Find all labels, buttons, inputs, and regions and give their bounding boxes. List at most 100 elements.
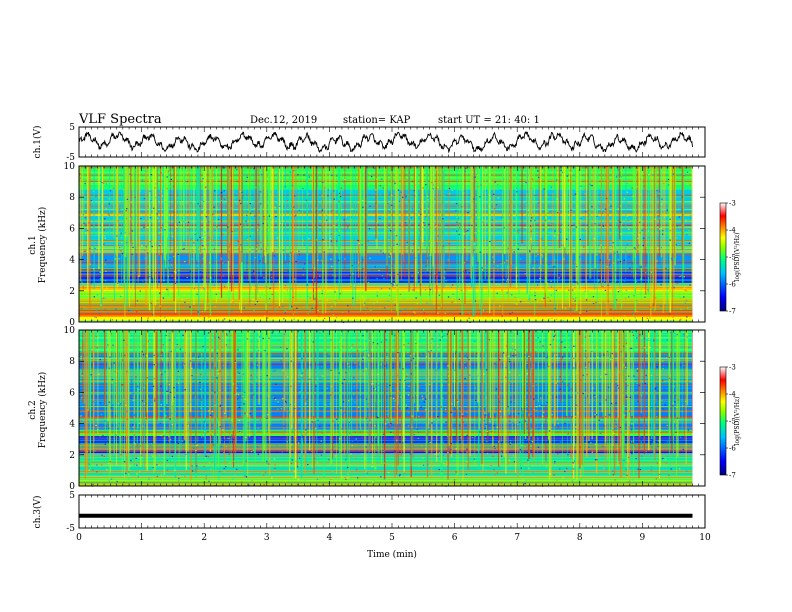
ch2-spec-speckle xyxy=(512,332,514,334)
ch2-spec-speckle xyxy=(541,425,543,427)
ch2-spec-streak xyxy=(173,330,175,432)
ch1-spec-speckle xyxy=(534,295,536,297)
ch2-spec-speckle xyxy=(286,348,288,350)
ch2-spec-speckle xyxy=(171,401,173,404)
ch2-spec-speckle xyxy=(79,405,82,408)
ch2-spec-speckle xyxy=(484,330,486,332)
ch1-spec-speckle xyxy=(561,171,563,173)
ch1-spec-speckle xyxy=(571,289,574,291)
ch2-spec-speckle xyxy=(500,408,503,410)
ch1-spec-speckle xyxy=(99,304,102,306)
ch1-spec-speckle xyxy=(621,166,623,168)
ch2-spec-speckle xyxy=(486,430,489,433)
ch1-spec-speckle xyxy=(672,295,675,297)
ch1-spec-speckle xyxy=(547,210,549,212)
ch1-spec-speckle xyxy=(547,296,549,299)
ch2-spec-speckle xyxy=(399,396,402,398)
ch2-spec-speckle xyxy=(268,389,270,391)
ch2-spec-speckle xyxy=(469,363,471,365)
ch2-spec-speckle xyxy=(244,412,246,414)
ch1-spec-speckle xyxy=(565,231,568,233)
ch1-spec-speckle xyxy=(617,208,619,210)
ch1-spec-streak xyxy=(470,166,472,279)
ch1-spec-hline xyxy=(79,185,693,187)
ch2-spec-speckle xyxy=(397,350,400,353)
ch1-spec-speckle xyxy=(501,315,503,317)
ch1-spec-speckle xyxy=(491,278,493,280)
ch1-spec-streak xyxy=(138,166,141,278)
ch2-spec-speckle xyxy=(591,341,594,343)
ch2-spec-speckle xyxy=(305,460,308,462)
ch2-spec-speckle xyxy=(554,334,556,336)
ch2-spec-speckle xyxy=(425,448,427,450)
ch1-spec-speckle xyxy=(639,232,641,234)
ch1-spec-speckle xyxy=(658,193,660,195)
ch2-spec-speckle xyxy=(80,335,82,337)
ch2-spec-speckle xyxy=(196,468,199,471)
ch2-spec-speckle xyxy=(455,448,457,450)
ch2-spec-speckle xyxy=(602,456,604,459)
ch2-spec-speckle xyxy=(558,447,560,449)
ch1-spec-speckle xyxy=(190,238,193,240)
ch1-spec-speckle xyxy=(528,318,530,320)
ch1-spec-speckle xyxy=(629,267,631,269)
ch1-spec-speckle xyxy=(432,223,435,225)
ch2-spec-speckle xyxy=(187,403,189,405)
ch2-spec-speckle xyxy=(96,464,98,466)
ch1-spec-hline xyxy=(79,237,693,239)
ch1-spec-speckle xyxy=(442,168,444,170)
ch2-spec-speckle xyxy=(338,419,341,422)
ch1-spec-speckle xyxy=(129,173,131,175)
ch2-spec-speckle xyxy=(306,398,308,401)
ch1-spec-speckle xyxy=(263,292,266,294)
ch1-spec-speckle xyxy=(203,301,206,303)
ch1-spec-speckle xyxy=(157,234,160,236)
ch1-spec-hline xyxy=(79,176,693,178)
ch1-spec-streak xyxy=(183,166,185,242)
ch1-spec-speckle xyxy=(675,256,678,258)
ch2-spec-speckle xyxy=(404,379,406,382)
ch1-spec-speckle xyxy=(428,240,431,242)
ch1-spec-speckle xyxy=(209,278,211,281)
ch1-spec-speckle xyxy=(177,253,179,255)
ch1-spec-speckle xyxy=(169,319,172,321)
ch2-spec-speckle xyxy=(571,473,574,476)
ch1-spec-streak xyxy=(333,166,335,305)
ch1-spec-speckle xyxy=(95,309,98,311)
ch2-spec-speckle xyxy=(101,454,103,456)
ch1-spec-speckle xyxy=(394,182,396,184)
ch2-spec-speckle xyxy=(566,467,568,470)
ch2-spec-speckle xyxy=(353,377,355,379)
ch1-spec-speckle xyxy=(493,193,495,195)
ch1-spec-speckle xyxy=(355,229,358,232)
ch2-spec-streak xyxy=(632,330,635,476)
ch1-spec-speckle xyxy=(428,283,430,285)
ch2-spec-streak xyxy=(294,330,297,479)
ch2-spec-speckle xyxy=(361,453,363,455)
ch1-spec-streak xyxy=(211,166,214,243)
ch1-spec-speckle xyxy=(207,221,210,223)
ch1-spec-speckle xyxy=(647,275,650,277)
ch2-spec-speckle xyxy=(177,480,180,482)
ch2-spec-speckle xyxy=(594,382,596,384)
ch1-spec-speckle xyxy=(648,174,650,176)
ch2-spec-speckle xyxy=(363,356,365,358)
ch1-spec-speckle xyxy=(529,302,532,304)
ch2-spec-speckle xyxy=(532,471,534,474)
ch1-spec-speckle xyxy=(338,207,341,209)
ch2-spec-streak xyxy=(212,330,214,478)
ch1-spec-speckle xyxy=(374,232,376,234)
ch1-spec-speckle xyxy=(534,292,537,294)
ch1-spec-speckle xyxy=(533,194,536,197)
ch2-spec-speckle xyxy=(503,398,506,400)
ch1-spec-speckle xyxy=(541,220,544,222)
ch2-spec-speckle xyxy=(246,338,249,340)
ch1-spec-speckle xyxy=(367,240,369,242)
ch1-spec-speckle xyxy=(269,287,271,289)
ch2-spec-speckle xyxy=(631,423,633,425)
ch1-spec-speckle xyxy=(623,198,626,200)
ch2-spec-streak xyxy=(286,330,288,452)
ch2-spec-speckle xyxy=(391,482,394,485)
ch2-spec-speckle xyxy=(396,414,399,416)
ch2-spec-speckle xyxy=(313,458,316,460)
